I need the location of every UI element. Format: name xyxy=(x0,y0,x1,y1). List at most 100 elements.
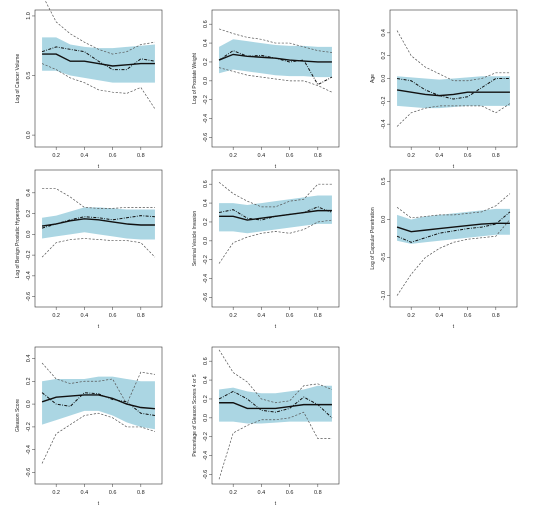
y-tick-label: -0.4 xyxy=(26,271,32,280)
y-tick-label: 0.0 xyxy=(26,131,32,139)
fitted-line xyxy=(396,89,510,97)
fitted-line xyxy=(396,222,510,233)
y-tick-label: -0.4 xyxy=(381,119,387,128)
x-axis-label: t xyxy=(453,164,455,170)
x-tick-label: 0.8 xyxy=(137,490,145,496)
y-tick-label: 0.5 xyxy=(26,72,32,80)
estimate-line xyxy=(218,390,333,419)
y-tick-label: 0.4 xyxy=(203,376,209,384)
upper-bound-line xyxy=(218,28,332,53)
x-tick-label: 0.6 xyxy=(286,490,294,496)
plot-frame xyxy=(389,169,518,308)
y-tick-label: -0.5 xyxy=(381,253,387,262)
y-tick-label: 0.0 xyxy=(203,414,209,422)
x-tick-label: 0.8 xyxy=(137,313,145,319)
y-tick-label: -0.6 xyxy=(203,293,209,302)
plot-frame xyxy=(211,169,340,308)
fitted-line xyxy=(219,402,332,410)
panel-4: 0.2 0.4 0.6 0.8 t -0.6 -0.4 -0.2 0.0 0.2 0.4 Log of… xyxy=(15,169,163,330)
y-axis-label: Log of Benign Prostatic Hyperplasia xyxy=(15,199,21,279)
x-tick-label: 0.6 xyxy=(464,153,472,159)
lower-bound-line xyxy=(396,103,511,127)
y-axis-label: Seminal Vesicle Invasion xyxy=(192,211,198,267)
confidence-band xyxy=(42,376,155,430)
y-tick-label: 0.2 xyxy=(203,58,209,66)
x-tick-label: 0.4 xyxy=(258,153,266,159)
y-tick-label: 0.2 xyxy=(26,377,32,385)
panel-3: 0.2 0.4 0.6 0.8 t -0.4 -0.2 0.0 0.2 0.4 Age xyxy=(370,9,518,170)
x-axis-label: t xyxy=(275,164,277,170)
estimate-line xyxy=(41,46,156,71)
x-tick-label: 0.8 xyxy=(492,313,500,319)
estimate-line xyxy=(41,392,156,416)
y-tick-label: 0.2 xyxy=(26,210,32,218)
fitted-line xyxy=(219,209,332,221)
x-tick-label: 0.8 xyxy=(492,153,500,159)
panel-6: 0.2 0.4 0.6 0.8 t -1.0 -0.5 0.0 0.5 Log of Capsul… xyxy=(370,169,518,330)
x-tick-label: 0.6 xyxy=(109,313,117,319)
x-tick-label: 0.2 xyxy=(229,490,237,496)
panel-8: 0.2 0.4 0.6 0.8 t -0.6 -0.4 -0.2 0.0 0.2 0.4 0.6 Per… xyxy=(192,346,340,507)
y-tick-label: 0.0 xyxy=(203,237,209,245)
x-axis-label: t xyxy=(453,324,455,330)
upper-bound-line xyxy=(41,362,155,405)
estimate-line xyxy=(396,78,510,100)
x-tick-label: 0.6 xyxy=(464,313,472,319)
x-tick-label: 0.6 xyxy=(286,313,294,319)
x-axis-label: t xyxy=(98,324,100,330)
confidence-band xyxy=(42,37,155,83)
plot-frame xyxy=(34,169,163,308)
y-axis-label: Percentage of Gleason Scores 4 or 5 xyxy=(192,374,198,456)
x-axis-label: t xyxy=(98,164,100,170)
estimate-line xyxy=(396,211,511,243)
x-tick-label: 0.8 xyxy=(314,490,322,496)
x-tick-label: 0.4 xyxy=(436,153,444,159)
y-tick-label: 0.0 xyxy=(26,400,32,408)
confidence-band xyxy=(219,195,332,234)
y-tick-label: -0.2 xyxy=(26,250,32,259)
x-tick-label: 0.4 xyxy=(81,313,89,319)
y-tick-label: 0.0 xyxy=(381,75,387,83)
x-tick-label: 0.2 xyxy=(52,490,60,496)
confidence-band xyxy=(42,207,155,240)
upper-bound-line xyxy=(396,30,510,82)
x-tick-label: 0.4 xyxy=(81,490,89,496)
y-tick-label: 0.6 xyxy=(203,357,209,365)
y-tick-label: -0.4 xyxy=(26,445,32,454)
fitted-line xyxy=(218,53,332,63)
lower-bound-line xyxy=(41,63,156,110)
x-axis-label: t xyxy=(98,501,100,507)
lower-bound-line xyxy=(218,219,332,264)
y-tick-label: 0.5 xyxy=(381,178,387,186)
x-tick-label: 0.2 xyxy=(229,153,237,159)
lower-bound-line xyxy=(41,412,156,464)
y-tick-label: -0.6 xyxy=(203,133,209,142)
y-axis-label: Log of Cancer Volume xyxy=(15,54,21,104)
y-tick-label: 0.4 xyxy=(203,199,209,207)
x-tick-label: 0.6 xyxy=(286,153,294,159)
y-tick-label: -0.2 xyxy=(381,97,387,106)
y-tick-label: 0.2 xyxy=(203,395,209,403)
y-tick-label: -0.6 xyxy=(203,470,209,479)
y-tick-label: 0.2 xyxy=(381,52,387,60)
y-tick-label: -0.2 xyxy=(26,422,32,431)
upper-bound-line xyxy=(218,182,332,208)
panel-2: 0.2 0.4 0.6 0.8 t -0.6 -0.4 -0.2 0.0 0.2 0.4 0.6 Log… xyxy=(192,9,340,170)
y-tick-label: -0.2 xyxy=(203,432,209,441)
y-tick-label: 0.4 xyxy=(381,29,387,37)
y-tick-label: 0.2 xyxy=(203,218,209,226)
fitted-line xyxy=(41,218,155,227)
y-tick-label: 0.0 xyxy=(203,77,209,85)
fitted-line xyxy=(41,394,155,410)
x-axis-label: t xyxy=(275,324,277,330)
plot-frame xyxy=(34,346,163,485)
y-tick-label: -0.6 xyxy=(26,292,32,301)
x-tick-label: 0.8 xyxy=(314,313,322,319)
x-tick-label: 0.6 xyxy=(109,490,117,496)
upper-bound-line xyxy=(44,0,155,55)
y-tick-label: 0.0 xyxy=(381,216,387,224)
y-tick-label: 0.6 xyxy=(203,20,209,28)
lower-bound-line xyxy=(218,411,332,480)
confidence-band xyxy=(397,208,510,244)
plot-frame xyxy=(211,346,340,485)
